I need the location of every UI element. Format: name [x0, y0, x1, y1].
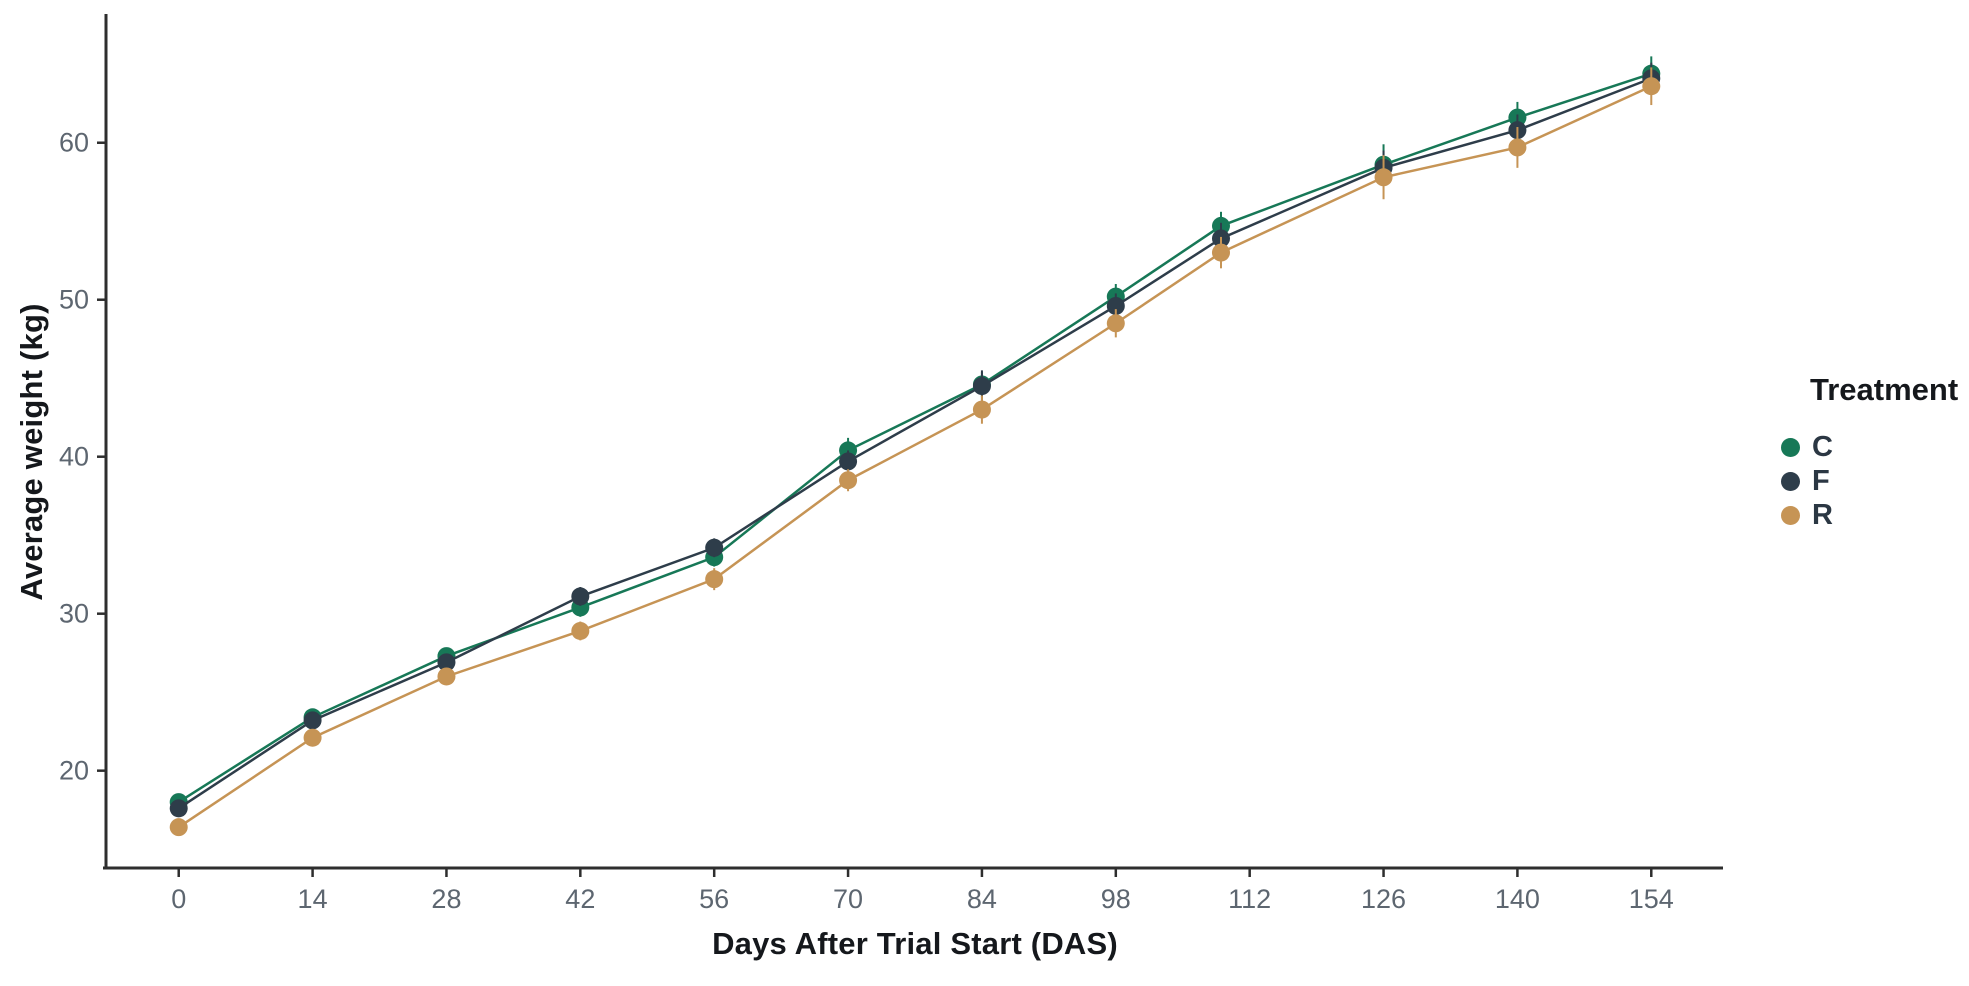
legend-item-r: R [1779, 498, 1958, 532]
data-point-R [705, 570, 724, 589]
x-tick-label: 14 [298, 884, 328, 914]
data-point-R [972, 400, 991, 419]
y-tick-label: 20 [59, 756, 89, 786]
data-point-R [839, 471, 858, 490]
x-tick-label: 84 [967, 884, 997, 914]
legend: Treatment C F R [1779, 372, 1958, 532]
series-line-R [178, 85, 1652, 829]
y-tick-label: 40 [59, 442, 89, 472]
data-point-R [1106, 314, 1125, 333]
legend-key-c-icon [1781, 437, 1800, 457]
x-tick-label: 112 [1228, 884, 1271, 914]
data-point-F [705, 538, 724, 557]
x-tick-label: 126 [1361, 884, 1406, 914]
x-tick-label: 98 [1101, 884, 1131, 914]
legend-title: Treatment [1810, 372, 1959, 407]
x-tick-label: 42 [565, 884, 595, 914]
data-point-F [169, 799, 188, 818]
legend-item-f: F [1779, 464, 1958, 498]
legend-key-f-icon [1781, 471, 1800, 491]
legend-label-f: F [1812, 464, 1830, 497]
legend-key-r-icon [1781, 505, 1800, 525]
y-tick-label: 30 [59, 599, 89, 629]
legend-label-r: R [1812, 498, 1833, 531]
data-point-F [571, 587, 590, 606]
legend-item-c: C [1779, 430, 1958, 464]
data-point-R [437, 667, 456, 686]
x-tick-label: 56 [699, 884, 729, 914]
data-point-R [1508, 138, 1527, 157]
x-tick-label: 140 [1495, 884, 1540, 914]
data-point-R [303, 728, 322, 747]
x-tick-label: 154 [1629, 884, 1674, 914]
y-axis-title: Average weight (kg) [14, 303, 49, 601]
x-tick-label: 28 [431, 884, 461, 914]
data-point-F [839, 452, 858, 471]
data-point-R [169, 818, 188, 837]
data-point-R [1374, 168, 1393, 187]
data-point-F [303, 711, 322, 730]
series-line-F [178, 77, 1652, 810]
data-point-F [972, 377, 991, 396]
data-point-F [1106, 296, 1125, 315]
legend-label-c: C [1812, 430, 1833, 463]
series-line-C [178, 72, 1652, 804]
y-tick-label: 50 [59, 285, 89, 315]
x-axis-title: Days After Trial Start (DAS) [712, 926, 1118, 961]
data-point-R [1211, 243, 1230, 262]
data-point-R [571, 621, 590, 640]
y-tick-label: 60 [59, 128, 89, 158]
data-point-R [1642, 77, 1661, 96]
x-tick-label: 0 [171, 884, 186, 914]
data-point-F [437, 653, 456, 672]
x-tick-label: 70 [833, 884, 863, 914]
